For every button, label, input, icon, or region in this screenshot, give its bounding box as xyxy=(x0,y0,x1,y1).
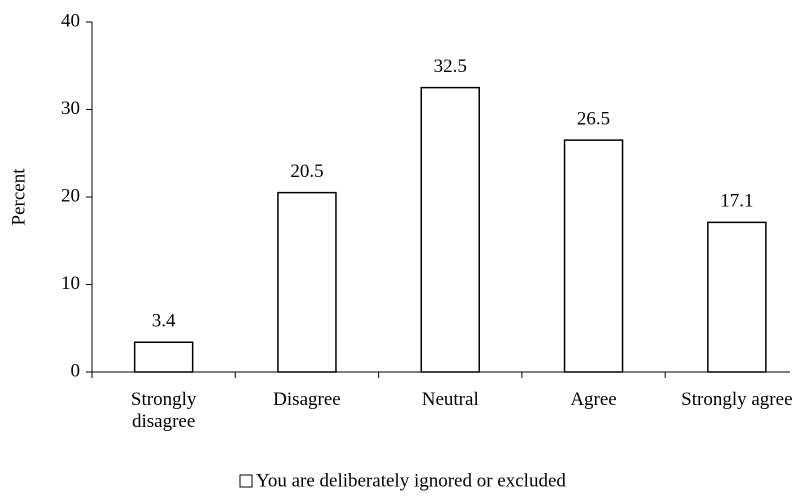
value-label: 26.5 xyxy=(577,108,610,129)
bar xyxy=(133,341,194,373)
legend-swatch xyxy=(239,474,253,488)
value-label: 17.1 xyxy=(720,191,753,212)
value-label: 32.5 xyxy=(434,56,467,77)
bar xyxy=(563,139,624,373)
x-tick-label: Agree xyxy=(570,389,617,410)
y-tick-label: 0 xyxy=(71,360,81,381)
bar xyxy=(707,221,767,373)
bar xyxy=(420,86,480,373)
x-tick-label: Disagree xyxy=(273,389,341,410)
y-tick-label: 10 xyxy=(61,273,80,294)
legend-label: You are deliberately ignored or excluded xyxy=(256,470,566,491)
x-tick-label: Strongly agree xyxy=(681,389,793,410)
y-tick-label: 30 xyxy=(61,98,80,119)
x-tick-label: Neutral xyxy=(421,389,479,410)
value-label: 20.5 xyxy=(290,161,323,182)
y-tick-label: 40 xyxy=(61,10,80,31)
y-axis-label: Percent xyxy=(8,168,29,226)
y-tick-label: 20 xyxy=(61,185,80,206)
value-label: 3.4 xyxy=(152,311,176,332)
bar xyxy=(277,191,337,373)
x-tick-label: Strongly disagree xyxy=(130,389,197,432)
